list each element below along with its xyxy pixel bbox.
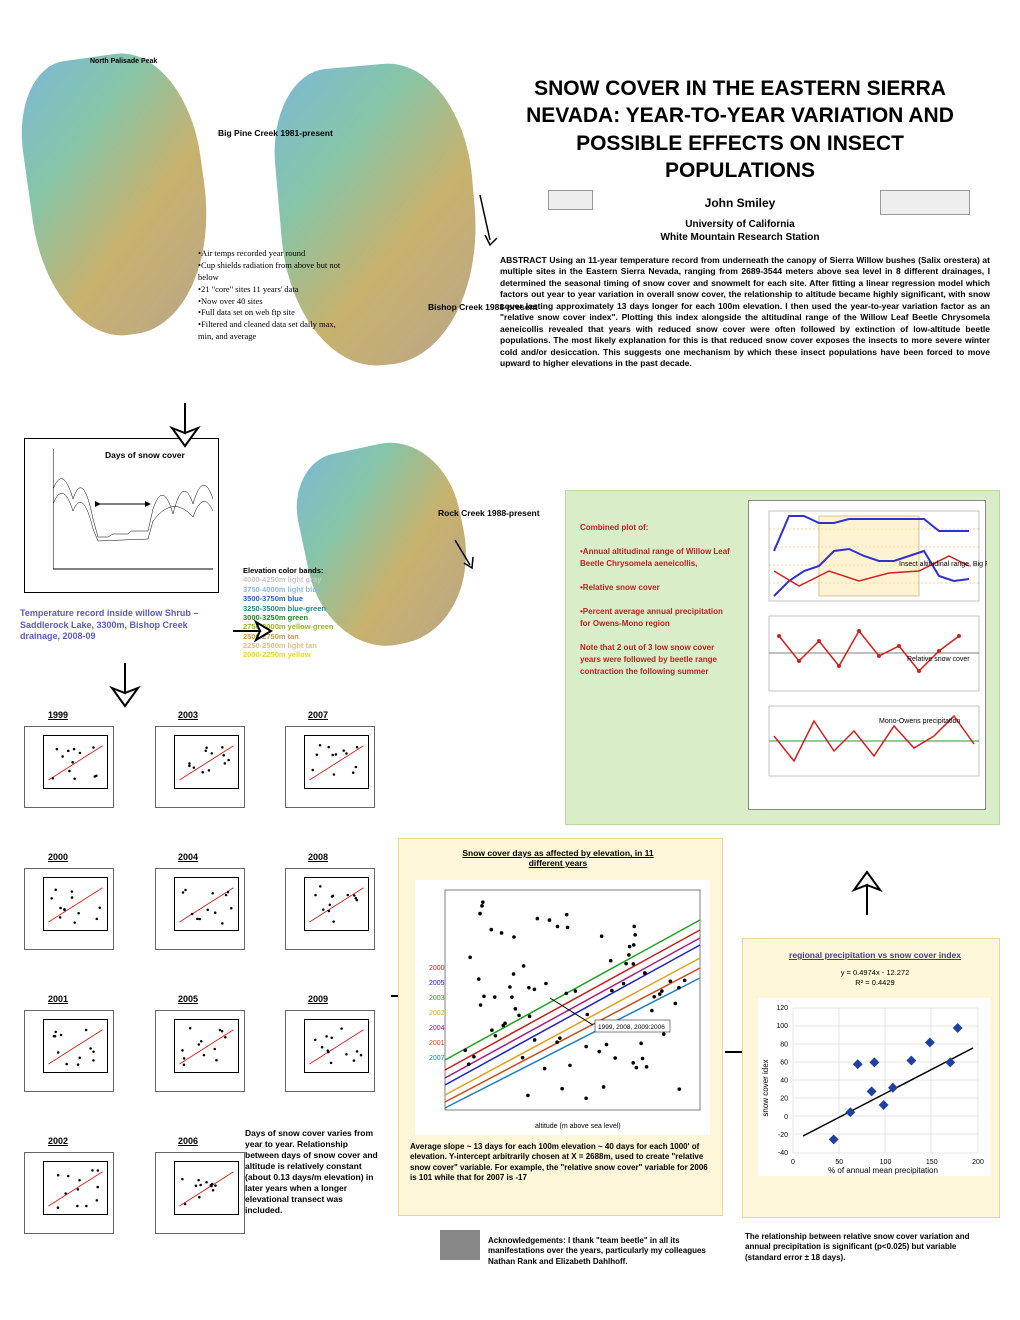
year-label: 2008	[308, 852, 328, 862]
svg-text:snow cover idex: snow cover idex	[761, 1059, 770, 1116]
arrow-down-1	[160, 398, 210, 448]
arrow-down-2	[100, 658, 150, 708]
elevation-bands-legend: Elevation color bands: 4000-4250m light …	[243, 566, 378, 660]
svg-text:2001: 2001	[429, 1040, 445, 1047]
temp-trace	[53, 449, 213, 574]
svg-text:0: 0	[791, 1159, 795, 1166]
arrow-corner-1	[475, 190, 505, 250]
temp-label: Days of snow cover	[105, 451, 185, 460]
arrow-corner-2	[450, 535, 480, 575]
svg-text:40: 40	[780, 1078, 788, 1085]
svg-text:-20: -20	[778, 1132, 788, 1139]
year-label: 2009	[308, 994, 328, 1004]
small-plot	[155, 1010, 245, 1092]
svg-text:0: 0	[784, 1114, 788, 1121]
svg-text:Relative snow cover: Relative snow cover	[907, 656, 970, 663]
year-label: 2007	[308, 710, 328, 720]
legend-line: 3500-3750m blue	[243, 594, 378, 603]
small-plot	[285, 726, 375, 808]
year-label: 2000	[48, 852, 68, 862]
small-plot	[285, 1010, 375, 1092]
svg-text:100: 100	[776, 1023, 788, 1030]
svg-text:2004: 2004	[429, 1025, 445, 1032]
svg-text:2007: 2007	[429, 1055, 445, 1062]
elev-chart-title: Snow cover days as affected by elevation…	[458, 848, 658, 868]
combined-chart: Insect altitudinal range, Big Pine Creek…	[748, 500, 986, 810]
svg-text:80: 80	[780, 1041, 788, 1048]
bullet-item: •Full data set on web ftp site	[198, 307, 353, 319]
year-label: 2002	[48, 1136, 68, 1146]
year-label: 2005	[178, 994, 198, 1004]
bullet-list: •Air temps recorded year round •Cup shie…	[198, 248, 353, 343]
small-plot	[24, 1152, 114, 1234]
year-label: 1999	[48, 710, 68, 720]
svg-text:Insect altitudinal range, Big: Insect altitudinal range, Big Pine Creek	[899, 561, 987, 568]
svg-text:2003: 2003	[429, 995, 445, 1002]
small-plot	[24, 868, 114, 950]
year-label: 2003	[178, 710, 198, 720]
svg-text:200: 200	[972, 1159, 984, 1166]
svg-text:altitude (m above sea level): altitude (m above sea level)	[535, 1123, 621, 1130]
rock-label: Rock Creek 1988-present	[438, 508, 540, 518]
legend-line: 2000-2250m yellow	[243, 650, 378, 659]
bullet-item: •21 "core" sites 11 years' data	[198, 284, 353, 296]
legend-line: 3250-3500m blue-green	[243, 604, 378, 613]
svg-text:Mono-Owens precipitation: Mono-Owens precipitation	[879, 718, 960, 725]
svg-text:2000: 2000	[429, 965, 445, 972]
ack-logo	[440, 1230, 480, 1260]
temp-chart-caption: Temperature record inside willow Shrub –…	[20, 608, 230, 643]
small-plot	[155, 726, 245, 808]
combined-caption: Combined plot of: •Annual altitudinal ra…	[580, 522, 735, 678]
precip-chart-title: regional precipitation vs snow cover ind…	[775, 950, 975, 960]
small-plot	[24, 726, 114, 808]
svg-text:60: 60	[780, 1059, 788, 1066]
title-block: SNOW COVER IN THE EASTERN SIERRA NEVADA:…	[500, 75, 980, 244]
bullet-item: •Air temps recorded year round	[198, 248, 353, 260]
page-title: SNOW COVER IN THE EASTERN SIERRA NEVADA:…	[500, 75, 980, 184]
north-palisade-label: North Palisade Peak	[90, 58, 157, 66]
small-plot	[155, 868, 245, 950]
arrow-right-1	[228, 618, 273, 644]
logo-nsf	[880, 190, 970, 215]
precip-equation: y = 0.4974x - 12.272R² = 0.4429	[800, 968, 950, 988]
legend-line: 3750-4000m light blue	[243, 585, 378, 594]
affiliation: University of CaliforniaWhite Mountain R…	[500, 218, 980, 244]
precip-footer: The relationship between relative snow c…	[745, 1232, 990, 1263]
logo-1	[548, 190, 593, 210]
svg-text:150: 150	[926, 1159, 938, 1166]
acknowledgements: Acknowledgements: I thank "team beetle" …	[488, 1236, 713, 1267]
svg-text:100: 100	[880, 1159, 892, 1166]
year-label: 2001	[48, 994, 68, 1004]
svg-text:% of annual mean precipitation: % of annual mean precipitation	[828, 1166, 938, 1175]
svg-text:120: 120	[776, 1005, 788, 1012]
year-label: 2004	[178, 852, 198, 862]
arrow-up-1	[842, 870, 892, 920]
svg-text:50: 50	[835, 1159, 843, 1166]
legend-line: 4000-4250m light gray	[243, 575, 378, 584]
bullet-item: •Cup shields radiation from above but no…	[198, 260, 353, 284]
precip-scatter-chart: -40 -20 0 20 40 60 80 100 120 0 50 100 150 200 snow …	[758, 998, 990, 1176]
small-plots-caption: Days of snow cover varies from year to y…	[245, 1128, 380, 1216]
bullet-item: •Now over 40 sites	[198, 296, 353, 308]
bullet-item: •Filtered and cleaned data set daily max…	[198, 319, 353, 343]
elev-scatter-chart: 1999, 2008, 2009:2006 altitude (m above …	[415, 880, 710, 1135]
small-plot	[285, 868, 375, 950]
svg-text:1999, 2008, 2009:2006: 1999, 2008, 2009:2006	[598, 1024, 665, 1031]
big-pine-label: Big Pine Creek 1981-present	[218, 128, 333, 138]
small-plot	[24, 1010, 114, 1092]
legend-header: Elevation color bands:	[243, 566, 378, 575]
temperature-chart: Days of snow cover	[24, 438, 219, 593]
svg-text:2005: 2005	[429, 980, 445, 987]
terrain-map-1	[11, 44, 223, 346]
abstract: ABSTRACT Using an 11-year temperature re…	[500, 255, 990, 370]
year-label: 2006	[178, 1136, 198, 1146]
svg-text:20: 20	[780, 1096, 788, 1103]
svg-text:-40: -40	[778, 1150, 788, 1157]
small-plot	[155, 1152, 245, 1234]
elev-chart-footer: Average slope ~ 13 days for each 100m el…	[410, 1142, 715, 1184]
svg-text:2002: 2002	[429, 1010, 445, 1017]
